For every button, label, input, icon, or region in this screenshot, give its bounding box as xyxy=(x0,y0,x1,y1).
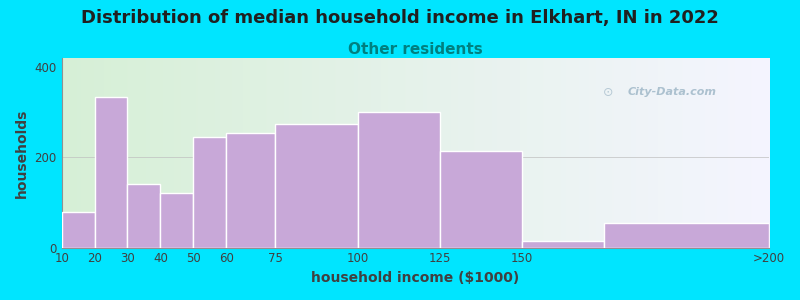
Bar xyxy=(160,194,194,247)
Bar xyxy=(522,241,605,247)
Bar xyxy=(605,223,769,248)
Bar xyxy=(275,124,358,248)
Text: City-Data.com: City-Data.com xyxy=(627,87,717,97)
Bar xyxy=(440,151,522,248)
Bar xyxy=(358,112,440,248)
Text: Distribution of median household income in Elkhart, IN in 2022: Distribution of median household income … xyxy=(81,9,719,27)
Text: ⊙: ⊙ xyxy=(602,86,614,99)
Title: Other residents: Other residents xyxy=(348,42,482,57)
X-axis label: household income ($1000): household income ($1000) xyxy=(311,271,519,285)
Bar xyxy=(194,137,226,247)
Bar xyxy=(127,184,160,248)
Bar xyxy=(226,133,275,248)
Y-axis label: households: households xyxy=(15,108,29,198)
Bar xyxy=(94,97,127,248)
Bar xyxy=(62,212,94,248)
